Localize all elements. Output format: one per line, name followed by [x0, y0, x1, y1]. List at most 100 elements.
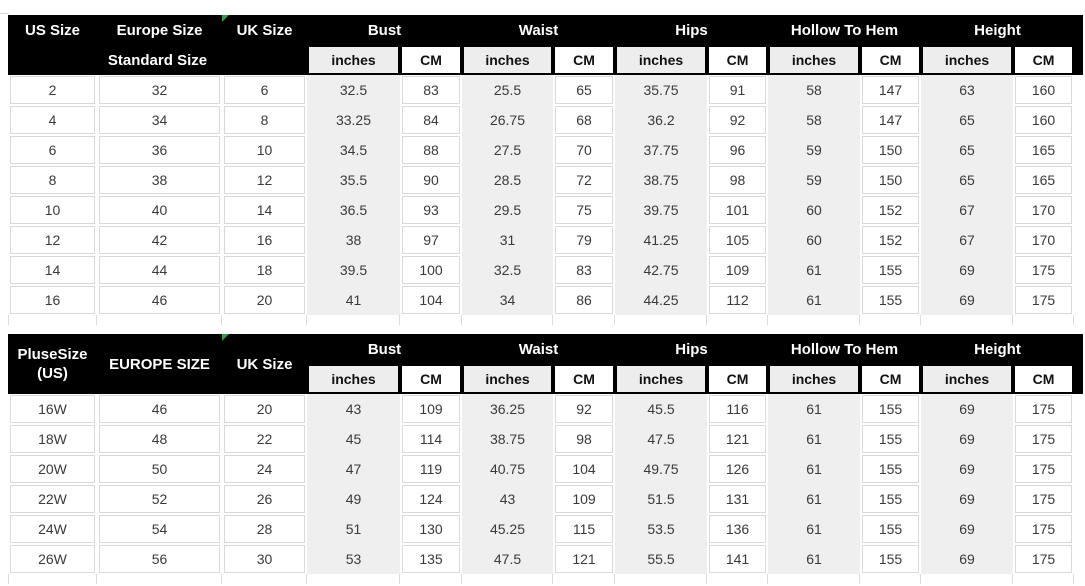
table-cell: 26 [224, 485, 305, 513]
table-cell: 67 [921, 195, 1013, 225]
table-cell: 69 [921, 514, 1013, 544]
units-cm-header: CM [555, 47, 613, 73]
gridline-tick [553, 574, 615, 584]
table-cell: 10 [224, 136, 305, 164]
table-cell: 44.25 [615, 285, 707, 315]
plus-size-table-header: PluseSize (US) EUROPE SIZE UK Size Bust … [8, 334, 1083, 394]
gridline-tick [707, 315, 768, 325]
gridline-tick [462, 315, 553, 325]
table-cell: 20 [224, 286, 305, 314]
units-inches-header: inches [770, 366, 858, 392]
table-cell: 65 [921, 135, 1013, 165]
table-cell: 2 [10, 76, 95, 104]
table-cell: 170 [1015, 226, 1072, 254]
gridline-tick [462, 574, 553, 584]
plus-size-table: PluseSize (US) EUROPE SIZE UK Size Bust … [8, 334, 1083, 574]
europe-size-header: EUROPE SIZE [109, 355, 210, 373]
table-cell: 14 [224, 196, 305, 224]
group-header-hips: Hips [675, 21, 708, 39]
table-cell: 49 [307, 484, 400, 514]
units-inches-header: inches [309, 47, 398, 73]
table-cell: 61 [768, 514, 860, 544]
table-cell: 50 [99, 455, 220, 483]
gridline-tick [615, 315, 707, 325]
standard-size-label: Standard Size [107, 51, 208, 69]
table-cell: 136 [709, 515, 766, 543]
us-size-header: US Size [24, 21, 81, 39]
table-cell: 34 [99, 106, 220, 134]
gridline-tick [768, 315, 860, 325]
table-cell: 114 [402, 425, 460, 453]
table-cell: 59 [768, 135, 860, 165]
table-cell: 39.5 [307, 255, 400, 285]
table-cell: 165 [1015, 136, 1072, 164]
table-cell: 8 [10, 166, 95, 194]
table-cell: 83 [402, 76, 460, 104]
table-cell: 83 [555, 256, 613, 284]
table-cell: 116 [709, 395, 766, 423]
table-cell: 46 [99, 395, 220, 423]
table-cell: 34 [462, 285, 553, 315]
table-cell: 6 [10, 136, 95, 164]
table-cell: 84 [402, 106, 460, 134]
group-header-waist: Waist [518, 340, 559, 358]
table-cell: 24W [10, 515, 95, 543]
table-cell: 38 [307, 225, 400, 255]
table-cell: 31 [462, 225, 553, 255]
table-cell: 121 [555, 545, 613, 573]
table-cell: 155 [862, 425, 919, 453]
table-cell: 69 [921, 394, 1013, 424]
table-cell: 130 [402, 515, 460, 543]
table-cell: 39.75 [615, 195, 707, 225]
table-cell: 43 [307, 394, 400, 424]
table-cell: 109 [709, 256, 766, 284]
table-cell: 175 [1015, 515, 1072, 543]
table-cell: 10 [10, 196, 95, 224]
table-cell: 175 [1015, 485, 1072, 513]
table-cell: 124 [402, 485, 460, 513]
table-cell: 56 [99, 545, 220, 573]
table-cell: 40.75 [462, 454, 553, 484]
units-cm-header: CM [555, 366, 613, 392]
group-header-height: Height [974, 21, 1021, 39]
table-cell: 41.25 [615, 225, 707, 255]
table-cell: 16W [10, 395, 95, 423]
table-cell: 34.5 [307, 135, 400, 165]
table-cell: 22W [10, 485, 95, 513]
table-cell: 126 [709, 455, 766, 483]
standard-size-table-header: US Size Europe Size UK Size Bust Waist H… [8, 15, 1083, 75]
gridline-tick [222, 315, 307, 325]
table-cell: 97 [402, 226, 460, 254]
green-triangle-icon [222, 334, 229, 341]
table-cell: 150 [862, 136, 919, 164]
plus-size-header-line2: (US) [37, 365, 68, 382]
units-cm-header: CM [862, 47, 919, 73]
units-cm-header: CM [402, 366, 460, 392]
table-cell: 160 [1015, 76, 1072, 104]
table-cell: 147 [862, 76, 919, 104]
table-cell: 12 [224, 166, 305, 194]
group-header-bust: Bust [367, 340, 402, 358]
table-cell: 155 [862, 395, 919, 423]
units-cm-header: CM [862, 366, 919, 392]
table-cell: 51 [307, 514, 400, 544]
table-cell: 53.5 [615, 514, 707, 544]
table-cell: 61 [768, 424, 860, 454]
table-cell: 69 [921, 424, 1013, 454]
gridline-tick [921, 315, 1013, 325]
table-cell: 29.5 [462, 195, 553, 225]
table-cell: 60 [768, 195, 860, 225]
table-cell: 37.75 [615, 135, 707, 165]
table-cell: 42 [99, 226, 220, 254]
table-cell: 35.75 [615, 75, 707, 105]
table-cell: 47.5 [462, 544, 553, 574]
plus-size-header: PluseSize (US) [8, 334, 97, 394]
table-cell: 20 [224, 395, 305, 423]
table-cell: 72 [555, 166, 613, 194]
table-cell: 155 [862, 286, 919, 314]
table-cell: 45 [307, 424, 400, 454]
table-cell: 131 [709, 485, 766, 513]
group-header-bust: Bust [367, 21, 402, 39]
table-cell: 109 [402, 395, 460, 423]
